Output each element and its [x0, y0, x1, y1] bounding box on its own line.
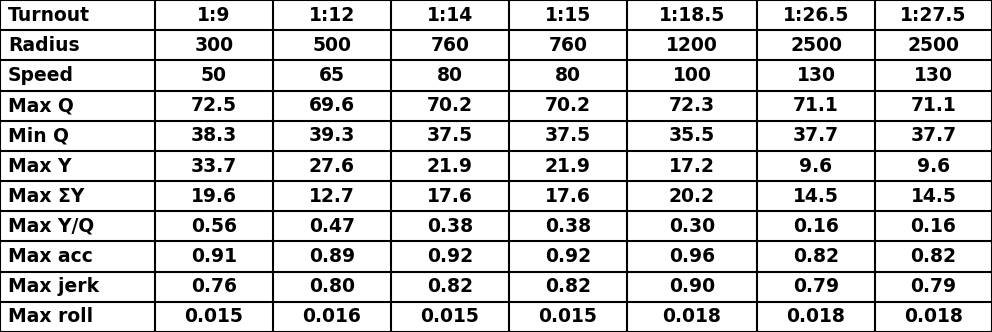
Text: 50: 50 [201, 66, 227, 85]
Text: 0.82: 0.82 [427, 277, 473, 296]
Text: 0.30: 0.30 [669, 217, 715, 236]
Text: 0.90: 0.90 [669, 277, 715, 296]
Text: 760: 760 [549, 36, 587, 55]
Text: 0.82: 0.82 [545, 277, 591, 296]
Text: Max Q: Max Q [8, 96, 73, 115]
Text: 37.7: 37.7 [911, 126, 956, 145]
Text: 130: 130 [914, 66, 953, 85]
Text: 0.82: 0.82 [911, 247, 956, 266]
Text: 1200: 1200 [666, 36, 718, 55]
Text: 0.16: 0.16 [793, 217, 839, 236]
Text: 0.76: 0.76 [191, 277, 237, 296]
Text: Min Q: Min Q [8, 126, 69, 145]
Text: 14.5: 14.5 [793, 187, 839, 206]
Text: 72.5: 72.5 [191, 96, 237, 115]
Text: 21.9: 21.9 [427, 156, 473, 176]
Text: 80: 80 [555, 66, 581, 85]
Text: 500: 500 [312, 36, 351, 55]
Text: 0.47: 0.47 [309, 217, 355, 236]
Text: 20.2: 20.2 [669, 187, 715, 206]
Text: Speed: Speed [8, 66, 74, 85]
Text: 19.6: 19.6 [191, 187, 237, 206]
Text: 0.015: 0.015 [185, 307, 243, 326]
Text: 1:26.5: 1:26.5 [783, 6, 849, 25]
Text: 39.3: 39.3 [309, 126, 355, 145]
Text: Max Y: Max Y [8, 156, 71, 176]
Text: 0.018: 0.018 [663, 307, 721, 326]
Text: 130: 130 [797, 66, 835, 85]
Text: 0.79: 0.79 [911, 277, 956, 296]
Text: 0.015: 0.015 [421, 307, 479, 326]
Text: 0.016: 0.016 [303, 307, 361, 326]
Text: 65: 65 [319, 66, 345, 85]
Text: 0.80: 0.80 [309, 277, 355, 296]
Text: 0.92: 0.92 [427, 247, 473, 266]
Text: 37.5: 37.5 [427, 126, 473, 145]
Text: 1:27.5: 1:27.5 [901, 6, 966, 25]
Text: 2500: 2500 [908, 36, 959, 55]
Text: 0.16: 0.16 [911, 217, 956, 236]
Text: 37.5: 37.5 [545, 126, 591, 145]
Text: Max roll: Max roll [8, 307, 93, 326]
Text: 17.2: 17.2 [669, 156, 715, 176]
Text: 0.92: 0.92 [545, 247, 591, 266]
Text: 69.6: 69.6 [309, 96, 355, 115]
Text: 38.3: 38.3 [190, 126, 237, 145]
Text: 9.6: 9.6 [800, 156, 832, 176]
Text: 2500: 2500 [790, 36, 842, 55]
Text: 0.56: 0.56 [191, 217, 237, 236]
Text: 0.38: 0.38 [427, 217, 473, 236]
Text: 27.6: 27.6 [309, 156, 355, 176]
Text: 0.91: 0.91 [191, 247, 237, 266]
Text: 17.6: 17.6 [545, 187, 591, 206]
Text: Turnout: Turnout [8, 6, 90, 25]
Text: 0.82: 0.82 [793, 247, 839, 266]
Text: 0.96: 0.96 [669, 247, 715, 266]
Text: 37.7: 37.7 [793, 126, 839, 145]
Text: 1:18.5: 1:18.5 [659, 6, 725, 25]
Text: 0.015: 0.015 [539, 307, 597, 326]
Text: 71.1: 71.1 [794, 96, 839, 115]
Text: Max Y/Q: Max Y/Q [8, 217, 94, 236]
Text: 0.018: 0.018 [787, 307, 845, 326]
Text: 1:9: 1:9 [197, 6, 231, 25]
Text: 80: 80 [437, 66, 463, 85]
Text: 33.7: 33.7 [190, 156, 237, 176]
Text: 14.5: 14.5 [911, 187, 956, 206]
Text: 1:12: 1:12 [309, 6, 355, 25]
Text: 70.2: 70.2 [427, 96, 473, 115]
Text: 17.6: 17.6 [428, 187, 473, 206]
Text: Max jerk: Max jerk [8, 277, 99, 296]
Text: 300: 300 [194, 36, 233, 55]
Text: 1:15: 1:15 [545, 6, 591, 25]
Text: 0.79: 0.79 [793, 277, 839, 296]
Text: Max acc: Max acc [8, 247, 93, 266]
Text: 1:14: 1:14 [427, 6, 473, 25]
Text: 100: 100 [673, 66, 711, 85]
Text: 0.38: 0.38 [545, 217, 591, 236]
Text: 12.7: 12.7 [310, 187, 355, 206]
Text: 35.5: 35.5 [669, 126, 715, 145]
Text: 0.89: 0.89 [309, 247, 355, 266]
Text: 70.2: 70.2 [545, 96, 591, 115]
Text: 72.3: 72.3 [669, 96, 715, 115]
Text: 760: 760 [431, 36, 469, 55]
Text: 21.9: 21.9 [545, 156, 591, 176]
Text: Max ΣY: Max ΣY [8, 187, 84, 206]
Text: 9.6: 9.6 [917, 156, 950, 176]
Text: 0.018: 0.018 [904, 307, 963, 326]
Text: 71.1: 71.1 [911, 96, 956, 115]
Text: Radius: Radius [8, 36, 79, 55]
